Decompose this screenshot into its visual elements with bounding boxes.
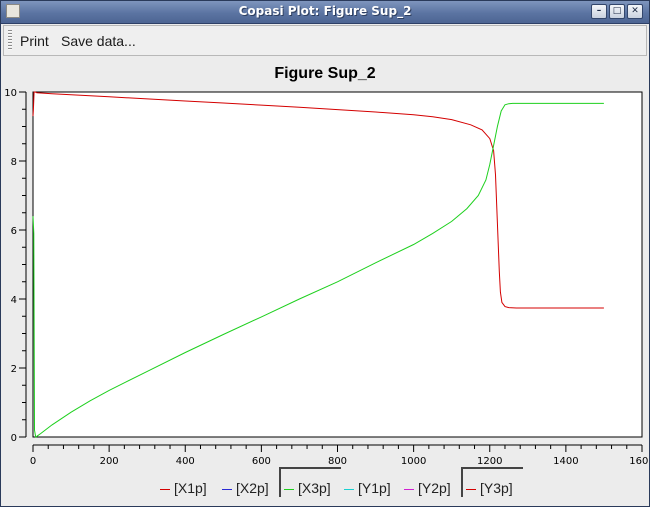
legend-label-x3p: [X3p]: [298, 480, 331, 496]
legend-item-x1p[interactable]: [X1p]: [160, 467, 207, 497]
legend-label-y2p: [Y2p]: [418, 480, 451, 496]
toolbar-grip-icon[interactable]: [8, 30, 12, 51]
plot-canvas: [32, 91, 643, 438]
print-button[interactable]: Print: [20, 33, 49, 49]
legend-swatch-x2p: [222, 488, 232, 490]
legend-item-y1p[interactable]: [Y1p]: [344, 467, 391, 497]
legend-swatch-y3p: [466, 488, 476, 490]
series-line-x3p: [32, 102, 604, 438]
chart-title: Figure Sup_2: [274, 65, 376, 82]
toolbar: Print Save data...: [3, 25, 647, 56]
maximize-icon[interactable]: □: [609, 4, 625, 19]
legend-item-x3p[interactable]: [X3p]: [279, 467, 341, 497]
y-tick-label: 8: [11, 157, 17, 168]
y-tick-label: 0: [11, 433, 17, 444]
x-tick-label: 200: [100, 456, 119, 467]
save-data-button[interactable]: Save data...: [61, 33, 136, 49]
legend-label-y1p: [Y1p]: [358, 480, 391, 496]
legend-label-y3p: [Y3p]: [480, 480, 513, 496]
close-icon[interactable]: ✕: [627, 4, 643, 19]
legend-swatch-y1p: [344, 488, 354, 490]
legend-label-x1p: [X1p]: [174, 480, 207, 496]
plot-area: Figure Sup_2 0 2 4 6 8 10 0 200 400 600 800 1000 120…: [1, 57, 649, 507]
x-tick-label: 1000: [401, 456, 426, 467]
x-tick-label: 1200: [477, 456, 502, 467]
legend-item-y2p[interactable]: [Y2p]: [404, 467, 451, 497]
app-menu-icon[interactable]: [6, 4, 20, 18]
x-tick-label: 1600: [629, 456, 649, 467]
legend-label-x2p: [X2p]: [236, 480, 269, 496]
x-tick-label: 1400: [553, 456, 578, 467]
series-line-x1p: [32, 91, 604, 309]
legend-swatch-y2p: [404, 488, 414, 490]
y-tick-label: 10: [4, 88, 17, 99]
x-tick-label: 600: [252, 456, 271, 467]
chart: 0 2 4 6 8 10 0 200 400 600 800 1000 1200 1400 1600: [4, 88, 649, 467]
x-tick-label: 0: [30, 456, 36, 467]
minimize-icon[interactable]: –: [591, 4, 607, 19]
y-tick-label: 6: [11, 226, 17, 237]
window-title: Copasi Plot: Figure Sup_2: [238, 4, 412, 18]
y-tick-label: 4: [11, 295, 17, 306]
x-tick-label: 400: [176, 456, 195, 467]
legend-swatch-x3p: [284, 488, 294, 490]
y-tick-label: 2: [11, 364, 17, 375]
legend-item-y3p[interactable]: [Y3p]: [461, 467, 523, 497]
legend-swatch-x1p: [160, 488, 170, 490]
legend-item-x2p[interactable]: [X2p]: [222, 467, 269, 497]
x-tick-label: 800: [328, 456, 347, 467]
title-bar[interactable]: Copasi Plot: Figure Sup_2 – □ ✕: [1, 1, 649, 24]
